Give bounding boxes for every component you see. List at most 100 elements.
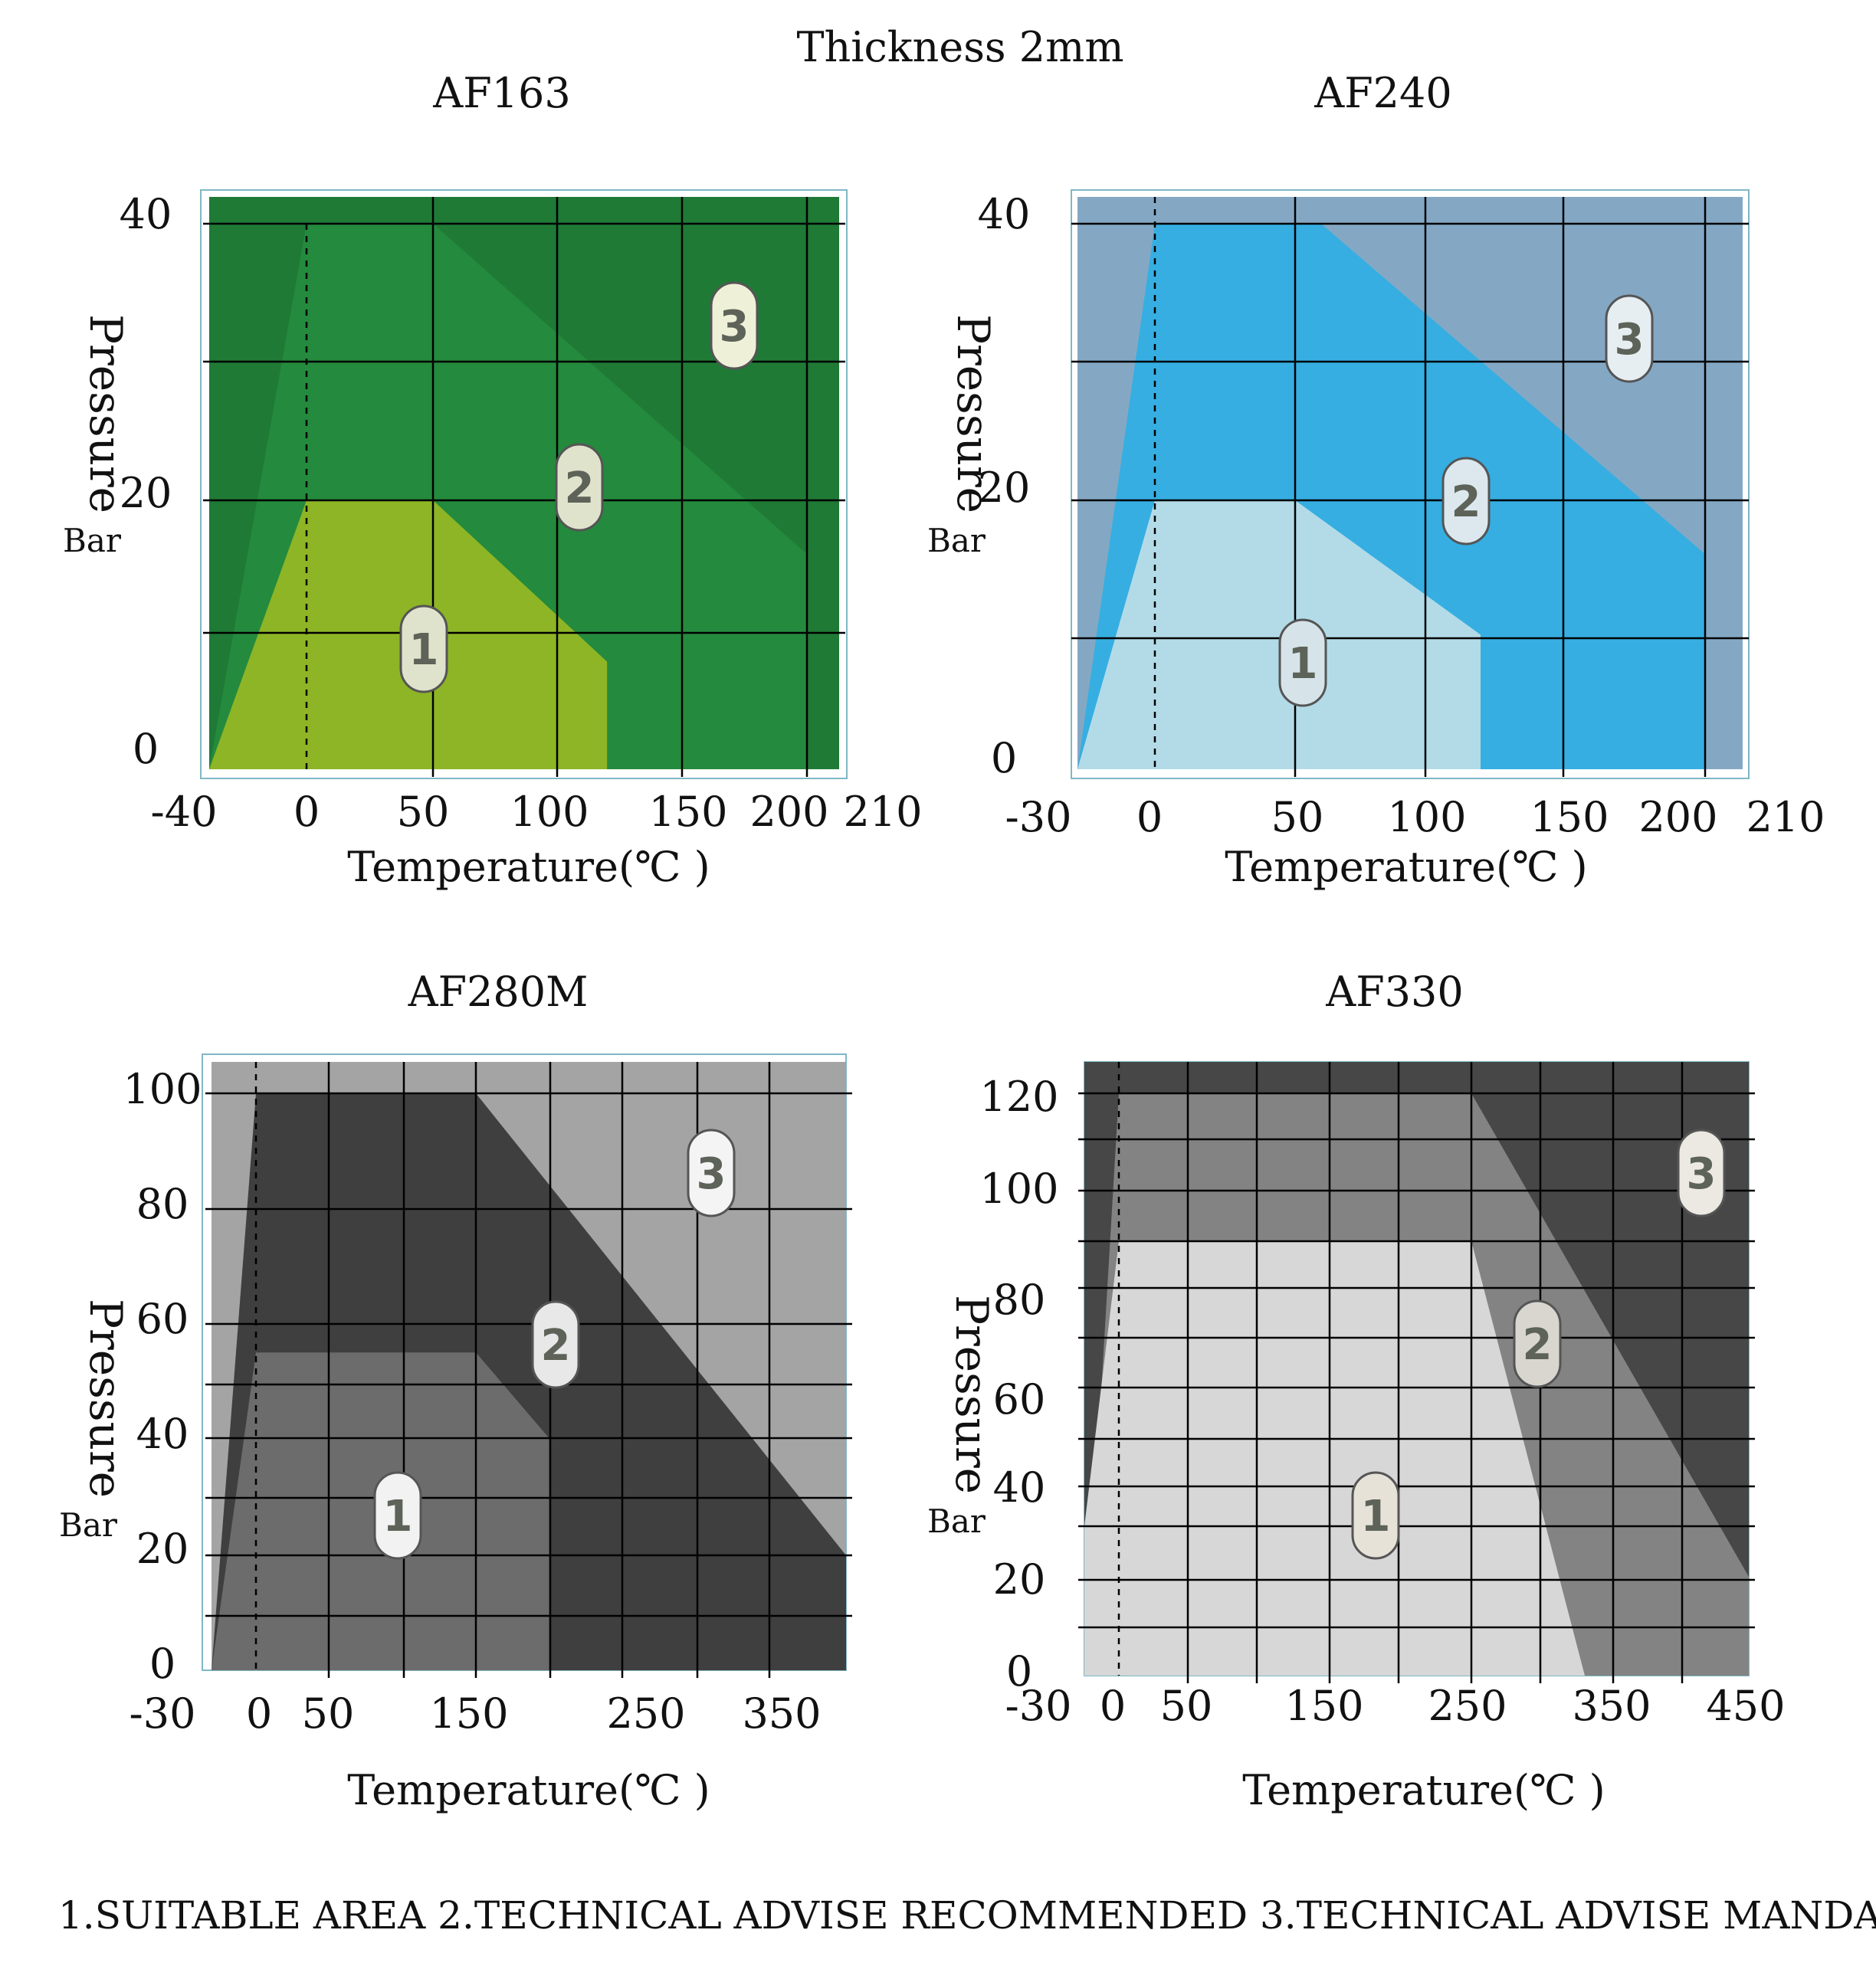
x-tick-label: 210 [843, 788, 922, 836]
x-tick-label: 350 [1572, 1682, 1651, 1730]
x-tick-label: 50 [1271, 793, 1324, 841]
x-tick-label: -30 [130, 1689, 196, 1738]
zone-3-badge: 3 [1677, 1129, 1726, 1217]
zone-badge-number: 1 [383, 1492, 413, 1542]
x-tick-label: 50 [302, 1689, 355, 1738]
y-tick-label: 40 [136, 1410, 189, 1458]
y-axis-label: Pressure [80, 1299, 132, 1498]
x-tick-label: 0 [1100, 1682, 1126, 1730]
y-axis-label: Pressure [947, 314, 999, 513]
chart-title: AF330 [1325, 968, 1464, 1016]
y-tick-label: 20 [978, 464, 1031, 512]
x-tick-label: 50 [397, 788, 450, 836]
x-tick-label: 210 [1746, 793, 1825, 841]
zone-badge-number: 3 [1615, 315, 1645, 365]
chart-af280m: AF280M-30 0 50 150 250 350020406080100Pressur… [59, 968, 852, 1814]
chart-af240: AF240 -30 0 50 100 150 200 210 0 20 40 Pressure Bar T… [927, 69, 1825, 891]
zone-badge-number: 1 [1288, 639, 1318, 689]
y-tick-label: 120 [979, 1073, 1058, 1121]
x-tick-label: 450 [1706, 1682, 1785, 1730]
x-axis-label: Temperature(℃ ) [1242, 1766, 1605, 1814]
chart-af163: AF163 -40 0 50 100 150 200 210 0 20 40 Pressure Bar T… [63, 69, 923, 891]
x-tick-label: 350 [742, 1689, 821, 1738]
zone-badge-number: 2 [541, 1321, 571, 1371]
x-tick-label: 250 [1428, 1682, 1507, 1730]
x-tick-label: -30 [1005, 793, 1072, 841]
zone-badge-shape [1278, 618, 1327, 707]
zone-badge-number: 3 [720, 302, 749, 352]
y-tick-label: 40 [993, 1463, 1046, 1512]
chart-af330: AF330-30 0 50 150 250 350 450020406080100120Pr… [927, 968, 1786, 1814]
zone-1-badge: 1 [1351, 1471, 1400, 1560]
zone-badge-number: 1 [409, 625, 439, 675]
legend-footer: 1.SUITABLE AREA 2.TECHNICAL ADVISE RECOM… [58, 1893, 1876, 1938]
zone-badge-shape [710, 281, 759, 370]
page-title: Thickness 2mm [796, 23, 1123, 71]
x-tick-label: 0 [1136, 793, 1163, 841]
zone-1-badge: 1 [399, 605, 448, 693]
zone-badge-number: 2 [565, 464, 595, 513]
y-axis-unit: Bar [927, 522, 986, 559]
x-tick-label: 200 [749, 788, 828, 836]
chart-title: AF163 [432, 69, 571, 117]
zone-badge-shape [1513, 1299, 1562, 1388]
x-tick-label: 150 [1284, 1682, 1363, 1730]
y-axis-unit: Bar [63, 522, 122, 559]
y-tick-label: 60 [993, 1375, 1046, 1424]
zone-3-badge: 3 [710, 281, 759, 370]
y-tick-label: 0 [991, 734, 1017, 782]
x-tick-label: 50 [1160, 1682, 1213, 1730]
y-tick-label: 20 [136, 1525, 189, 1573]
x-tick-label: -30 [1005, 1682, 1072, 1730]
y-axis-label: Pressure [946, 1295, 998, 1494]
y-tick-label: 0 [1006, 1647, 1032, 1696]
zone-2-badge: 2 [1441, 457, 1491, 546]
x-tick-label: 150 [648, 788, 727, 836]
zone-badge-number: 3 [697, 1149, 726, 1199]
zone-badge-number: 3 [1687, 1149, 1717, 1199]
zone-badge-number: 2 [1523, 1320, 1553, 1370]
x-axis-label: Temperature(℃ ) [1225, 843, 1587, 891]
x-tick-label: 100 [510, 788, 589, 836]
chart-title: AF280M [408, 968, 589, 1016]
y-tick-label: 40 [120, 190, 172, 238]
y-tick-label: 20 [120, 469, 172, 517]
zone-2-badge: 2 [531, 1300, 580, 1389]
y-tick-label: 100 [979, 1165, 1058, 1213]
chart-title: AF240 [1314, 69, 1452, 117]
zone-badge-shape [1441, 457, 1491, 546]
x-tick-label: 150 [429, 1689, 508, 1738]
y-tick-label: 0 [133, 725, 159, 773]
charts-group: AF163-40 0 50 100 150 200 21002040PressureBarT… [59, 69, 1825, 1814]
y-tick-label: 40 [978, 190, 1031, 238]
zone-2-badge: 2 [555, 443, 604, 532]
zone-badge-shape [1351, 1471, 1400, 1560]
y-axis-label: Pressure [80, 314, 132, 513]
zone-badge-shape [555, 443, 604, 532]
zone-3-badge: 3 [1605, 294, 1654, 383]
x-axis-label: Temperature(℃ ) [347, 843, 710, 891]
y-tick-label: 80 [993, 1276, 1046, 1324]
x-tick-label: 0 [294, 788, 320, 836]
zone-badge-number: 1 [1361, 1492, 1391, 1542]
plot-frame [200, 189, 848, 779]
x-tick-label: 100 [1387, 793, 1466, 841]
plot-frame [1071, 189, 1750, 779]
zone-1-region [1084, 1241, 1585, 1676]
zone-badge-shape [399, 605, 448, 693]
x-tick-label: 200 [1638, 793, 1717, 841]
x-tick-label: 150 [1530, 793, 1609, 841]
zone-badge-shape [531, 1300, 580, 1389]
y-tick-label: 100 [123, 1065, 202, 1113]
y-tick-label: 80 [136, 1180, 189, 1228]
y-axis-unit: Bar [59, 1506, 118, 1544]
zone-1-region [1077, 500, 1481, 769]
zone-3-badge: 3 [687, 1129, 736, 1217]
zone-badge-shape [1605, 294, 1654, 383]
y-axis-unit: Bar [927, 1502, 986, 1540]
y-tick-label: 20 [993, 1555, 1046, 1604]
zone-1-badge: 1 [373, 1471, 422, 1560]
zone-badge-shape [373, 1471, 422, 1560]
zone-2-badge: 2 [1513, 1299, 1562, 1388]
